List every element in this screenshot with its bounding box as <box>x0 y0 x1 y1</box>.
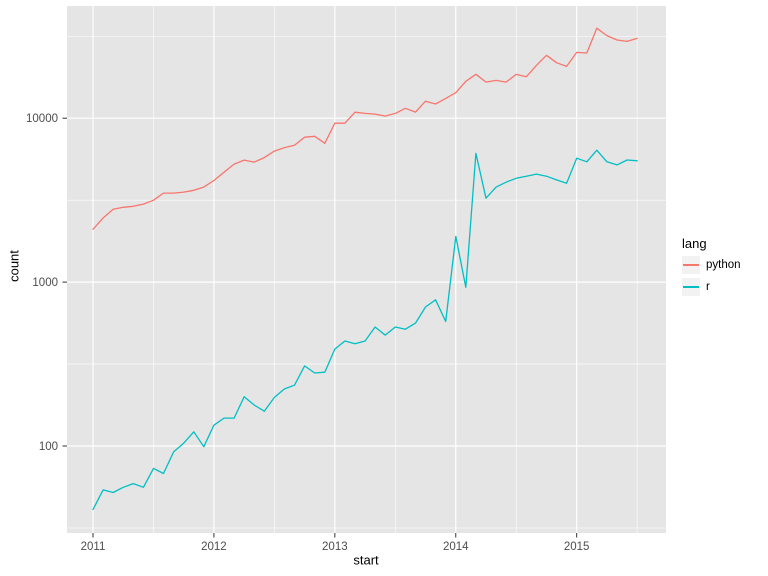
legend: lang python r <box>682 236 741 300</box>
svg-text:10000: 10000 <box>26 113 58 125</box>
legend-label: python <box>706 259 741 271</box>
legend-entry-r: r <box>682 278 741 296</box>
legend-line-swatch <box>683 263 699 267</box>
svg-text:2014: 2014 <box>443 541 469 553</box>
legend-entry-python: python <box>682 256 741 274</box>
svg-text:2013: 2013 <box>322 541 348 553</box>
svg-text:2011: 2011 <box>81 541 106 553</box>
svg-text:1000: 1000 <box>32 277 58 289</box>
legend-label: r <box>706 281 710 293</box>
svg-text:2012: 2012 <box>201 541 227 553</box>
legend-entries: python r <box>682 256 741 296</box>
svg-text:100: 100 <box>39 441 58 453</box>
y-axis-title: count <box>6 250 22 282</box>
x-axis-title: start <box>353 552 379 568</box>
svg-text:2015: 2015 <box>564 541 590 553</box>
legend-key-python <box>682 256 700 274</box>
legend-line-swatch <box>683 285 699 289</box>
legend-title: lang <box>682 236 707 251</box>
legend-key-r <box>682 278 700 296</box>
